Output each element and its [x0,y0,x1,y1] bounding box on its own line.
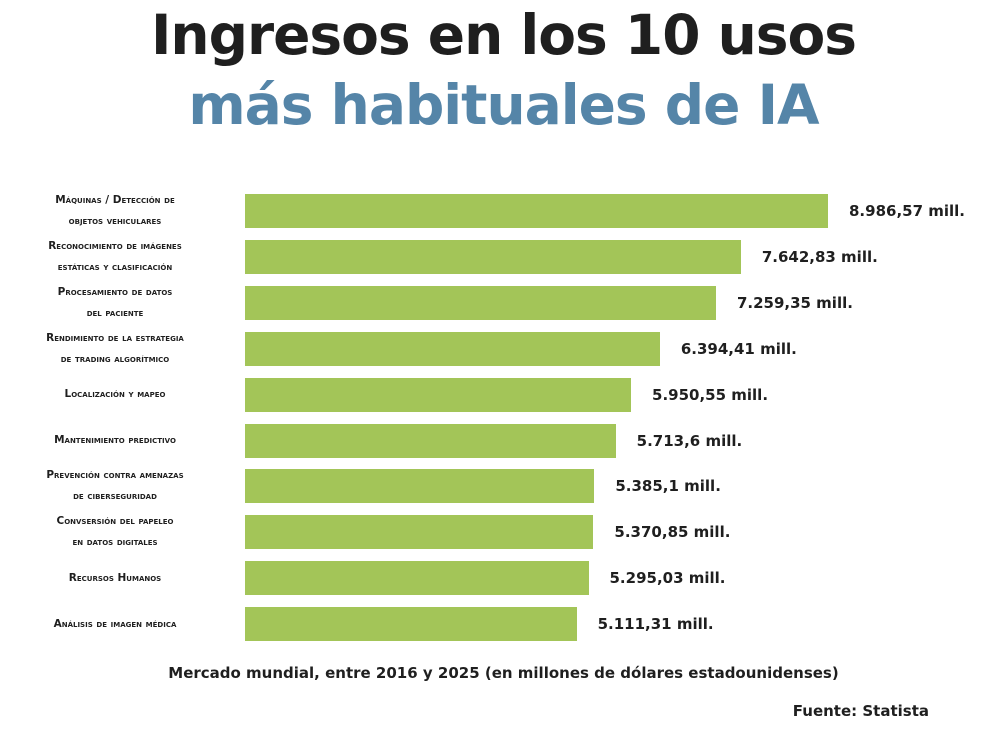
category-label-line: Localización y mapeo [64,388,166,401]
bar [245,469,595,504]
chart-row: Localización y mapeo 5.950,55 mill. [0,372,1007,418]
category-label-line: estáticas y clasificación [57,260,173,273]
bar [245,607,577,642]
category-label-line: Máquinas / Detección de [55,194,175,206]
category-label-line: Procesamiento de datos [57,285,173,298]
value-label: 5.713,6 mill. [636,431,743,450]
bar [245,377,632,412]
category-label: Reconocimiento de imágenes estáticas y cl… [10,234,220,280]
value-label: 5.950,55 mill. [652,385,769,404]
category-label: Prevención contra amenazas de ciberseguri… [10,463,220,509]
chart-row: Reconocimiento de imágenes estáticas y cl… [0,234,1007,280]
category-label-line: Convsersión del papeleo [56,515,174,528]
category-label: Localización y mapeo [10,372,220,418]
chart-source: Fuente: Statista [792,702,929,720]
chart-row: Procesamiento de datos del paciente 7.259,… [0,280,1007,326]
category-label-line: Mantenimiento predictivo [54,434,176,446]
category-label-line: de ciberseguridad [73,490,157,503]
bar [245,423,616,458]
category-label: Recursos Humanos [10,555,220,601]
value-label: 7.259,35 mill. [736,293,853,312]
bar [245,285,716,320]
category-label: Máquinas / Detección de objetos vehicular… [10,188,220,234]
bar [245,239,741,274]
chart-subtitle: Mercado mundial, entre 2016 y 2025 (en m… [168,664,839,682]
category-label-line: de trading algorítmico [60,352,170,365]
category-label: Análisis de imagen médica [10,601,220,647]
chart-row: Prevención contra amenazas de ciberseguri… [0,463,1007,509]
category-label-line: Análisis de imagen médica [53,617,177,630]
value-label: 8.986,57 mill. [849,202,965,220]
category-label-line: del paciente [86,306,144,319]
chart-row: Rendimiento de la estrategia de trading a… [0,326,1007,372]
bar [245,331,660,366]
bar [245,561,589,596]
chart-row: Análisis de imagen médica 5.111,31 mill. [0,601,1007,647]
chart-row: Máquinas / Detección de objetos vehicular… [0,188,1007,234]
category-label-line: en datos digitales [72,536,158,549]
category-label-line: Rendimiento de la estrategia [46,331,184,344]
category-label-line: Reconocimiento de imágenes [48,239,182,252]
category-label-line: Recursos Humanos [68,571,162,584]
value-label: 5.111,31 mill. [597,615,714,634]
chart-title-line-2: más habituales de IA [188,73,819,137]
chart-title-line-1: Ingresos en los 10 usos [150,3,857,67]
category-label: Convsersión del papeleo en datos digitale… [10,509,220,555]
category-label-line: Prevención contra amenazas [46,469,184,482]
category-label: Mantenimiento predictivo [10,418,220,464]
chart-row: Mantenimiento predictivo 5.713,6 mill. [0,418,1007,464]
category-label-line: objetos vehiculares [68,215,162,227]
bar [245,515,594,550]
category-label: Procesamiento de datos del paciente [10,280,220,326]
bar [245,194,828,228]
chart-row: Recursos Humanos 5.295,03 mill. [0,555,1007,601]
chart-row: Convsersión del papeleo en datos digitale… [0,509,1007,555]
value-label: 5.295,03 mill. [609,569,726,588]
value-label: 5.385,1 mill. [615,477,721,496]
value-label: 5.370,85 mill. [614,523,731,542]
value-label: 7.642,83 mill. [761,247,878,266]
category-label: Rendimiento de la estrategia de trading a… [10,326,220,372]
value-label: 6.394,41 mill. [680,339,797,358]
